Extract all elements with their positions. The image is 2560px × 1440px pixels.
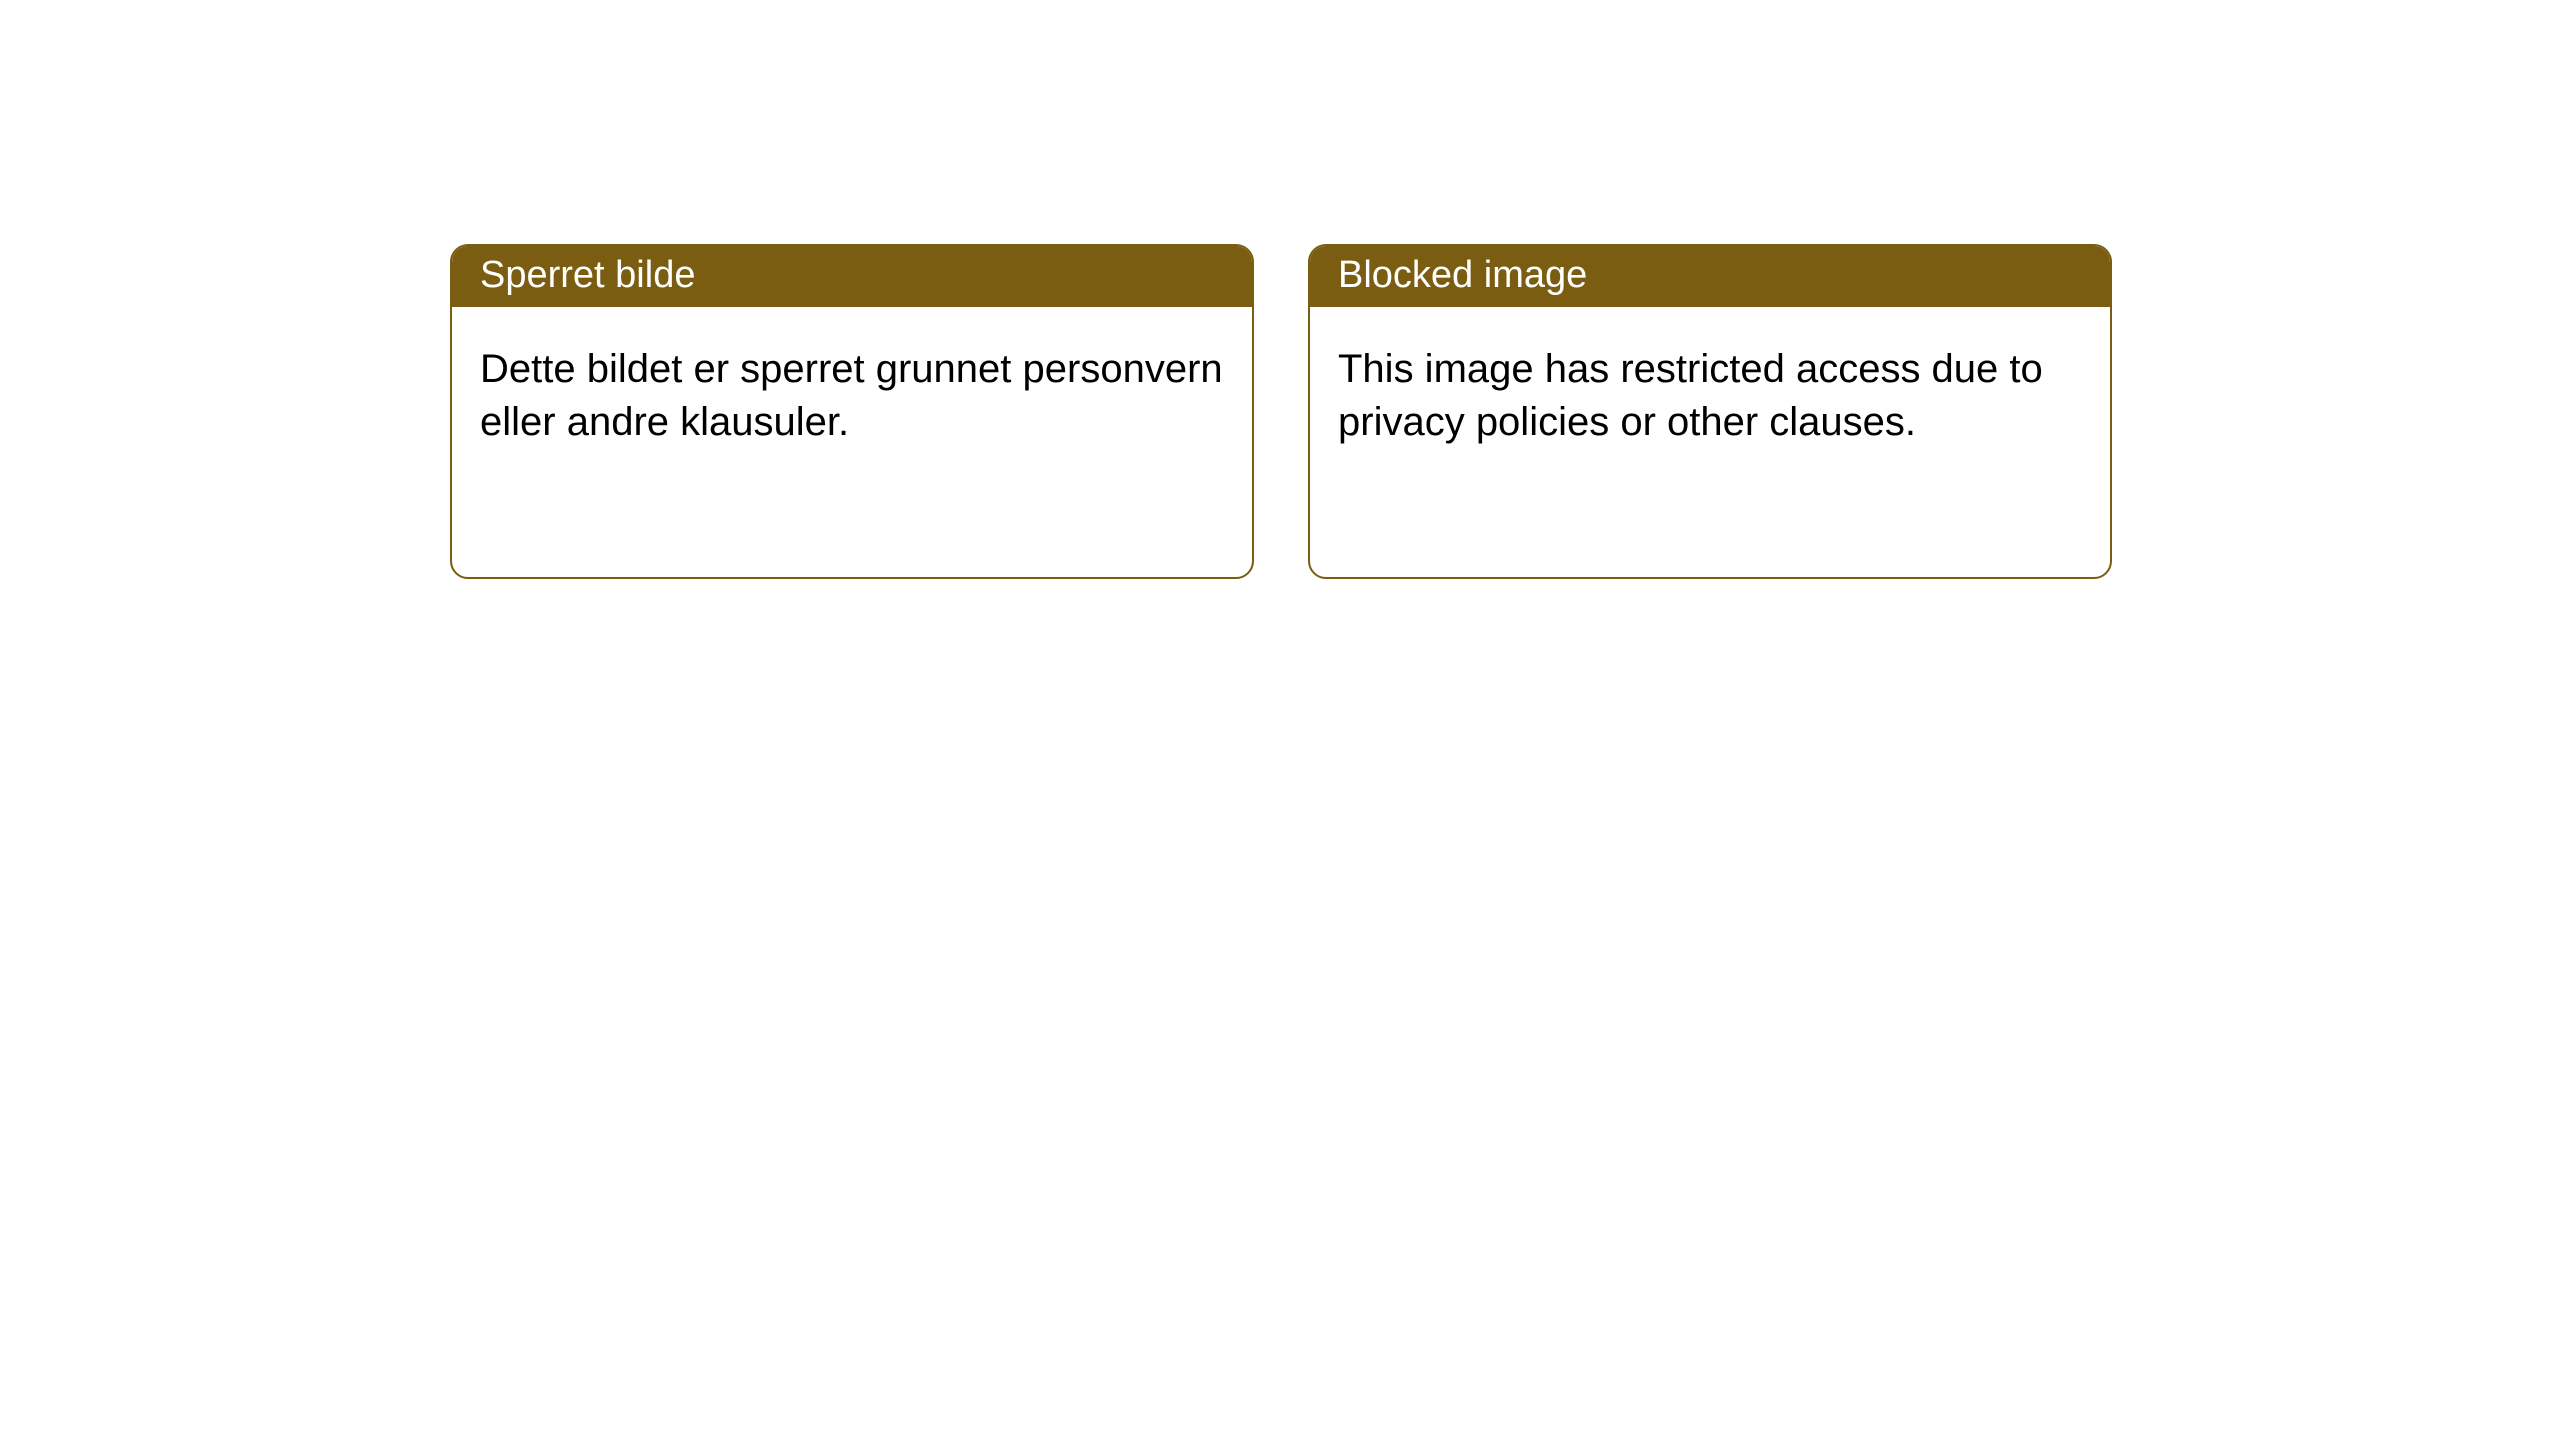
card-title: Blocked image: [1338, 254, 1587, 296]
card-title: Sperret bilde: [480, 254, 695, 296]
card-body: Dette bildet er sperret grunnet personve…: [452, 307, 1252, 577]
card-body-text: This image has restricted access due to …: [1338, 347, 2043, 444]
card-header: Sperret bilde: [452, 246, 1252, 307]
notice-card-english: Blocked image This image has restricted …: [1308, 244, 2112, 579]
card-header: Blocked image: [1310, 246, 2110, 307]
card-body-text: Dette bildet er sperret grunnet personve…: [480, 347, 1223, 444]
card-body: This image has restricted access due to …: [1310, 307, 2110, 577]
notice-card-norwegian: Sperret bilde Dette bildet er sperret gr…: [450, 244, 1254, 579]
notice-container: Sperret bilde Dette bildet er sperret gr…: [0, 0, 2560, 579]
